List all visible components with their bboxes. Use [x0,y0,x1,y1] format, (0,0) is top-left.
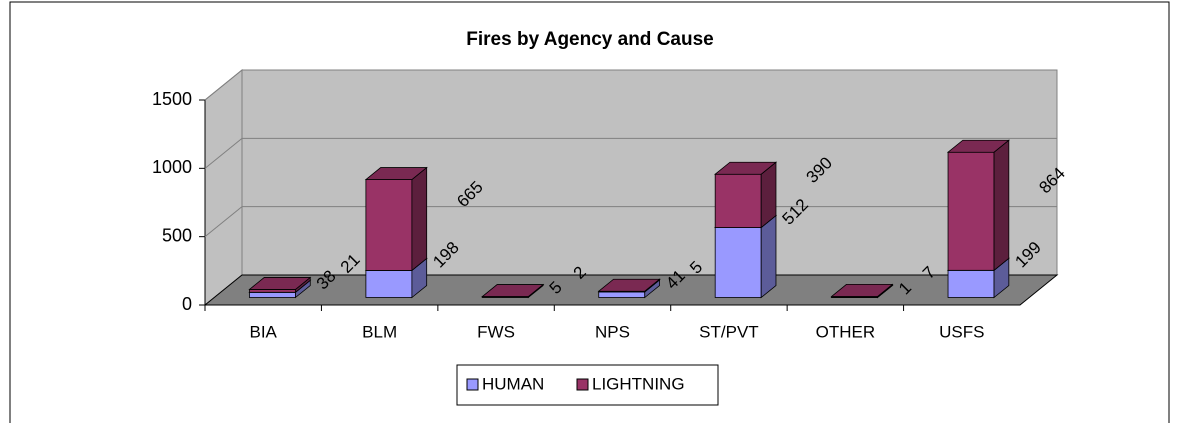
bar [599,292,645,298]
back-wall [242,70,1057,275]
legend-swatch [467,379,478,390]
y-tick-label: 1500 [152,89,192,109]
bar-side [994,140,1009,270]
x-tick-label: ST/PVT [699,322,759,341]
bar [366,180,412,271]
x-tick-label: BIA [250,322,278,341]
x-tick-label: OTHER [816,322,876,341]
x-tick-label: USFS [939,322,984,341]
side-wall [205,70,242,305]
x-tick-label: NPS [595,322,630,341]
bar [715,174,761,227]
y-tick-label: 0 [182,294,192,314]
x-tick-label: FWS [477,322,515,341]
y-tick-label: 500 [162,225,192,245]
bar-side [412,168,427,271]
legend-label: HUMAN [482,374,544,393]
bar [249,289,295,292]
bar-side [761,216,776,298]
bar [366,270,412,297]
bar [948,152,994,270]
y-tick-label: 1000 [152,157,192,177]
legend-label: LIGHTNING [592,374,685,393]
bar [715,228,761,298]
bar [948,270,994,297]
chart-title: Fires by Agency and Cause [466,29,713,50]
legend-swatch [577,379,588,390]
bar [249,292,295,297]
x-tick-label: BLM [362,322,397,341]
